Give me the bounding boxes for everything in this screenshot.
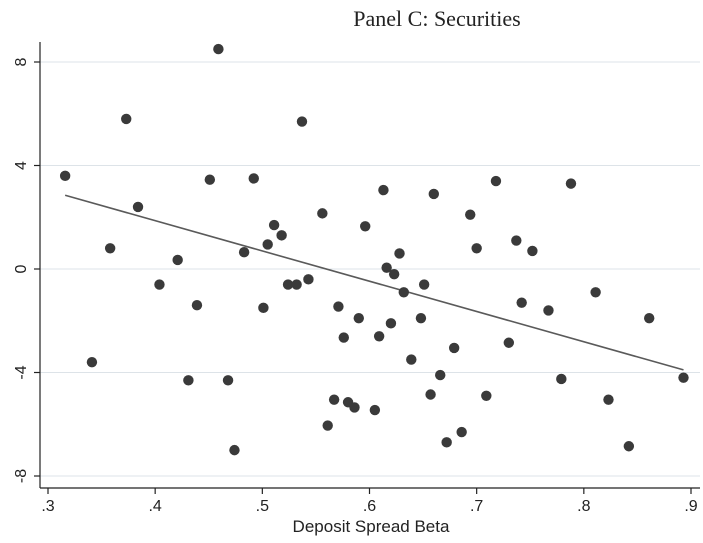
data-point-35 <box>381 262 392 273</box>
data-point-63 <box>644 312 655 324</box>
data-point-31 <box>360 221 371 232</box>
data-point-18 <box>276 230 287 241</box>
data-point-4 <box>132 201 144 213</box>
data-point-44 <box>428 188 439 200</box>
data-point-45 <box>435 369 446 381</box>
data-point-41 <box>415 312 427 324</box>
data-points <box>59 43 689 456</box>
data-point-47 <box>448 342 460 354</box>
y-tick-label-0: -8 <box>13 469 30 483</box>
data-point-29 <box>349 402 360 413</box>
x-axis-label: Deposit Spread Beta <box>293 517 450 536</box>
data-point-22 <box>303 274 314 285</box>
data-point-32 <box>369 404 381 416</box>
data-point-42 <box>418 279 430 290</box>
data-point-30 <box>353 312 364 324</box>
data-point-60 <box>590 287 601 298</box>
data-point-43 <box>425 389 436 400</box>
data-point-13 <box>238 246 250 258</box>
data-point-9 <box>204 174 216 185</box>
data-point-50 <box>471 243 482 254</box>
data-point-37 <box>388 268 400 280</box>
data-point-64 <box>678 372 689 383</box>
y-tick-label-3: 4 <box>13 161 30 170</box>
data-point-54 <box>511 235 522 246</box>
y-tick-label-2: 0 <box>13 264 30 273</box>
data-point-46 <box>441 437 452 448</box>
x-tick-label-4: .7 <box>470 498 483 515</box>
data-point-14 <box>248 173 259 184</box>
data-point-24 <box>322 420 333 431</box>
data-point-34 <box>378 184 389 196</box>
data-point-3 <box>121 113 132 125</box>
data-point-8 <box>191 300 203 311</box>
axes: .3 .4 .5 .6 .7 .8 .9 -8 -4 0 4 8 <box>13 42 700 515</box>
data-point-20 <box>291 279 302 290</box>
data-point-19 <box>282 279 294 290</box>
data-point-0 <box>59 170 71 182</box>
data-point-7 <box>183 375 194 386</box>
data-point-53 <box>503 337 515 348</box>
data-point-25 <box>328 394 340 405</box>
chart-title: Panel C: Securities <box>353 6 520 31</box>
data-point-33 <box>373 331 385 342</box>
data-point-6 <box>172 254 183 266</box>
data-point-1 <box>86 356 98 368</box>
data-point-55 <box>516 297 527 308</box>
data-point-21 <box>296 116 308 127</box>
data-point-17 <box>268 219 280 231</box>
data-point-56 <box>527 245 538 257</box>
data-point-26 <box>333 301 344 312</box>
grid-lines <box>40 61 700 477</box>
data-point-51 <box>481 390 492 401</box>
x-tick-label-2: .5 <box>256 498 269 515</box>
data-point-23 <box>317 208 328 219</box>
x-tick-label-3: .6 <box>363 498 376 515</box>
data-point-5 <box>154 279 165 290</box>
data-point-48 <box>456 426 467 438</box>
data-point-2 <box>104 243 116 254</box>
data-point-15 <box>258 302 269 314</box>
data-point-49 <box>465 209 476 220</box>
x-tick-label-5: .8 <box>577 498 590 515</box>
data-point-52 <box>490 175 502 187</box>
data-point-11 <box>222 375 234 386</box>
data-point-10 <box>213 43 224 55</box>
data-point-58 <box>556 373 567 385</box>
data-point-40 <box>406 354 417 365</box>
data-point-61 <box>603 394 614 405</box>
data-point-39 <box>398 287 409 298</box>
x-tick-label-1: .4 <box>148 498 161 515</box>
data-point-36 <box>385 318 397 329</box>
fit-line-layer <box>64 194 684 371</box>
data-point-38 <box>394 248 405 259</box>
data-point-16 <box>262 239 273 250</box>
y-tick-label-1: -4 <box>13 365 30 379</box>
data-point-57 <box>543 305 554 316</box>
data-point-62 <box>623 441 635 452</box>
data-point-27 <box>338 332 349 343</box>
data-point-12 <box>229 444 240 456</box>
data-point-59 <box>565 178 577 189</box>
y-tick-label-4: 8 <box>13 57 30 66</box>
fit-line <box>64 194 684 371</box>
x-tick-label-6: .9 <box>684 498 697 515</box>
x-tick-label-0: .3 <box>41 498 54 515</box>
